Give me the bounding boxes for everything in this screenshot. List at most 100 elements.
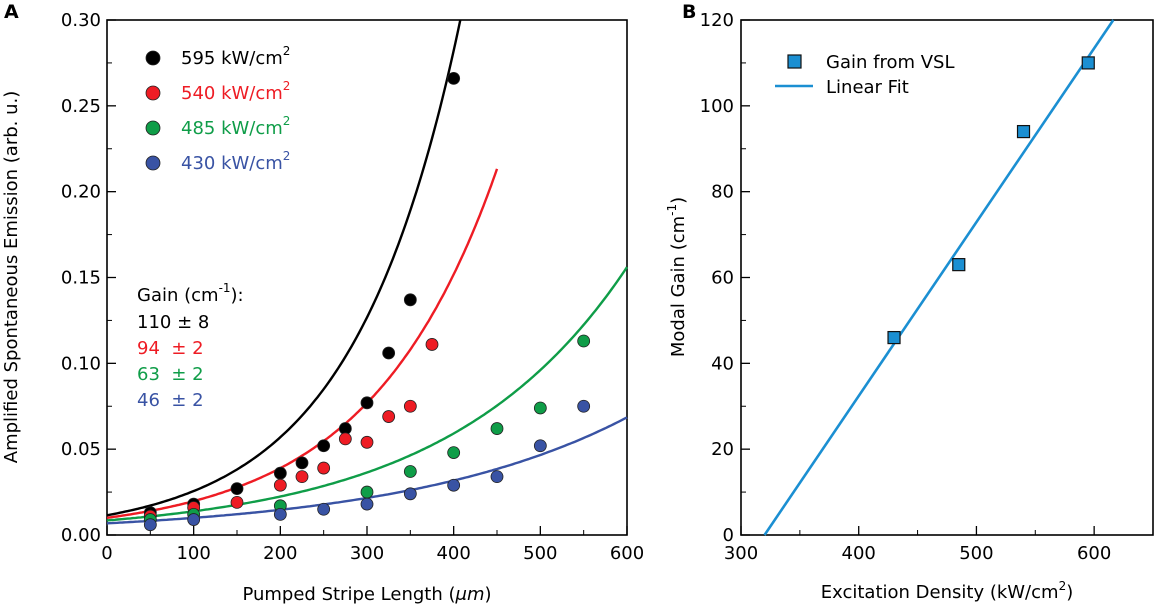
- a-x-tick-label: 100: [176, 543, 210, 564]
- a-x-axis-title: Pumped Stripe Length (μm): [242, 584, 491, 605]
- b-x-axis-title: Excitation Density (kW/cm2): [821, 579, 1073, 603]
- b-y-tick-label: 20: [711, 439, 734, 460]
- a-point-595: [382, 346, 396, 360]
- a-point-540: [338, 432, 352, 446]
- b-point: [887, 330, 901, 345]
- a-point-540: [230, 495, 244, 509]
- a-y-tick-label: 0.00: [61, 525, 101, 546]
- b-x-axis: 300 400 500 600: [724, 526, 1154, 564]
- b-y-tick-label: 100: [700, 96, 734, 117]
- a-point-595: [317, 439, 331, 453]
- b-legend-marker-points: [787, 54, 802, 69]
- a-x-tick-label: 200: [263, 543, 297, 564]
- a-point-485: [447, 446, 461, 460]
- a-legend-marker-485: [145, 120, 161, 136]
- b-legend-label-points: Gain from VSL: [826, 52, 955, 73]
- a-point-485: [490, 422, 504, 435]
- a-legend-marker-540: [145, 85, 161, 101]
- b-y-tick-label: 0: [723, 525, 734, 546]
- b-point: [952, 258, 966, 272]
- b-y-axis: 0 20 40 60 80 100 120: [700, 10, 750, 546]
- a-y-tick-label: 0.20: [61, 182, 101, 203]
- a-point-430: [577, 399, 591, 413]
- b-data-points: [887, 56, 1095, 345]
- b-legend: Gain from VSL Linear Fit: [775, 52, 955, 98]
- a-legend-label-485: 485 kW/cm2: [181, 114, 290, 139]
- a-point-595: [230, 482, 244, 496]
- a-y-tick-label: 0.15: [61, 268, 101, 289]
- a-point-595: [295, 456, 309, 470]
- a-legend: 595 kW/cm2 540 kW/cm2 485 kW/cm2 430 kW/cm2: [145, 44, 290, 174]
- b-point: [1016, 124, 1031, 139]
- a-point-430: [360, 497, 374, 511]
- a-point-540: [273, 478, 287, 492]
- a-gain-value-540: 94 ± 2: [137, 338, 204, 359]
- panel-b: B 300 400 500 600 0 20 40 60 80 100 120 Gain from…: [665, 1, 1154, 603]
- panel-a: A 0 100 200 300 400 500 600 0.000.050.100.150.…: [1, 1, 644, 605]
- a-legend-label-430: 430 kW/cm2: [181, 149, 290, 174]
- a-x-axis: 0 100 200 300 400 500 600: [101, 526, 644, 564]
- a-y-tick-label: 0.10: [61, 353, 101, 374]
- a-legend-marker-595: [145, 50, 161, 66]
- a-point-595: [403, 293, 417, 307]
- a-point-430: [403, 487, 417, 501]
- a-point-430: [447, 478, 461, 492]
- b-legend-label-fit: Linear Fit: [826, 77, 909, 98]
- b-y-tick-label: 60: [711, 268, 734, 289]
- b-y-tick-label: 40: [711, 353, 734, 374]
- a-x-tick-label: 300: [350, 543, 384, 564]
- a-point-540: [403, 399, 417, 413]
- a-x-tick-label: 400: [436, 543, 470, 564]
- a-point-540: [317, 461, 331, 475]
- b-x-tick-label: 600: [1077, 543, 1111, 564]
- a-gain-header: Gain (cm-1):: [137, 281, 244, 306]
- a-gain-table: Gain (cm-1): 110 ± 8 94 ± 2 63 ± 2 46 ± 2: [137, 281, 244, 411]
- panel-a-label: A: [4, 1, 19, 23]
- a-legend-label-595: 595 kW/cm2: [181, 44, 290, 69]
- a-point-595: [447, 71, 461, 85]
- a-point-430: [533, 439, 547, 453]
- a-fit-curve-595: [106, 19, 462, 517]
- a-gain-value-430: 46 ± 2: [137, 390, 204, 411]
- b-x-tick-label: 500: [959, 543, 993, 564]
- a-data-points: [143, 71, 591, 532]
- b-x-tick-label: 300: [724, 543, 758, 564]
- a-legend-marker-430: [145, 155, 161, 171]
- a-fit-curve-540: [106, 168, 499, 519]
- a-point-595: [273, 466, 287, 480]
- b-fit-line: [763, 19, 1115, 536]
- a-point-430: [187, 513, 201, 526]
- a-x-tick-label: 0: [101, 543, 112, 564]
- a-point-485: [577, 334, 591, 348]
- a-point-485: [360, 485, 374, 499]
- a-point-540: [360, 435, 374, 449]
- b-x-tick-label: 400: [842, 543, 876, 564]
- a-gain-value-485: 63 ± 2: [137, 364, 204, 385]
- a-x-tick-label: 600: [610, 543, 644, 564]
- a-gain-value-595: 110 ± 8: [137, 312, 209, 333]
- b-y-tick-label: 120: [700, 10, 734, 31]
- a-y-tick-label: 0.30: [61, 10, 101, 31]
- a-y-axis-title: Amplified Spontaneous Emission (arb. u.): [1, 91, 22, 463]
- a-point-485: [403, 465, 417, 478]
- a-point-485: [533, 401, 547, 415]
- a-y-tick-label: 0.05: [61, 439, 101, 460]
- a-x-tick-label: 500: [523, 543, 557, 564]
- b-y-axis-title: Modal Gain (cm-1): [665, 197, 689, 357]
- a-point-430: [490, 470, 504, 484]
- a-point-540: [295, 470, 309, 484]
- a-legend-label-540: 540 kW/cm2: [181, 79, 290, 104]
- plot-frame-b: [740, 19, 1154, 536]
- a-y-axis: 0.00 0.05 0.10 0.15 0.20 0.25 0.30: [61, 10, 116, 546]
- a-y-tick-label: 0.25: [61, 96, 101, 117]
- b-y-tick-label: 80: [711, 182, 734, 203]
- a-point-540: [425, 338, 439, 351]
- a-point-540: [382, 410, 396, 423]
- a-point-430: [317, 502, 331, 516]
- b-point: [1081, 56, 1095, 70]
- a-point-430: [143, 518, 157, 532]
- a-point-595: [360, 396, 374, 410]
- a-point-430: [273, 508, 287, 521]
